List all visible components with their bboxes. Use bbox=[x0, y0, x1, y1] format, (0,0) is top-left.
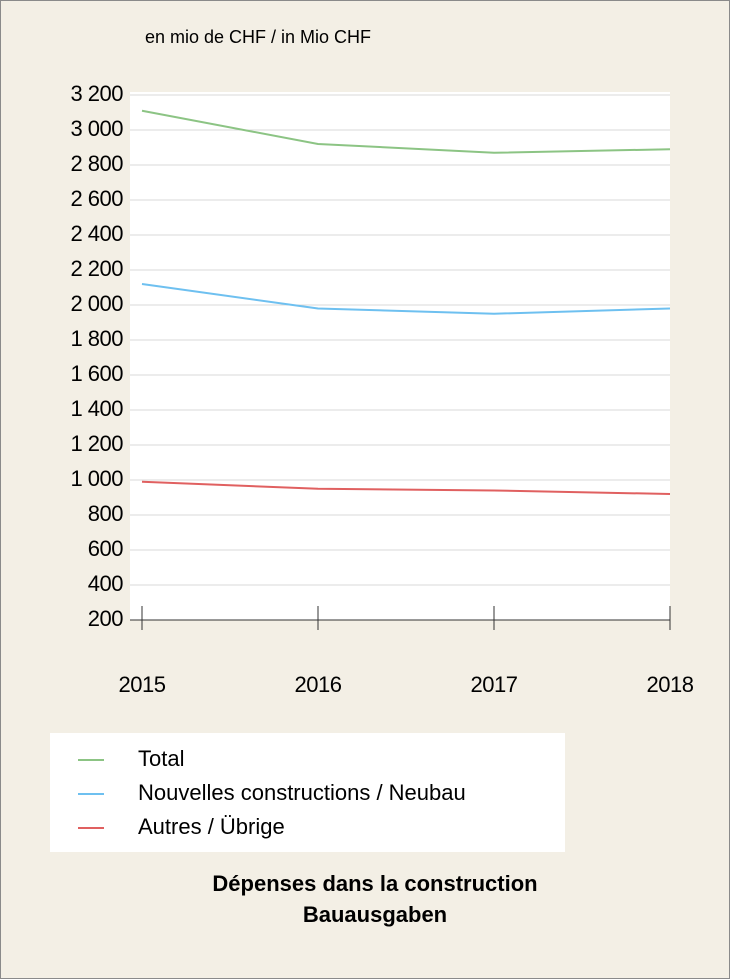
y-tick-label: 1 200 bbox=[70, 431, 123, 456]
y-tick-label: 600 bbox=[88, 536, 123, 561]
chart-subtitle: Bauausgaben bbox=[303, 902, 447, 927]
y-tick-label: 400 bbox=[88, 571, 123, 596]
legend-label: Nouvelles constructions / Neubau bbox=[138, 780, 466, 805]
x-tick-label: 2018 bbox=[647, 672, 694, 697]
y-tick-label: 2 800 bbox=[70, 151, 123, 176]
y-tick-label: 1 600 bbox=[70, 361, 123, 386]
unit-label: en mio de CHF / in Mio CHF bbox=[145, 27, 371, 47]
plot-area bbox=[130, 92, 670, 620]
y-tick-label: 2 000 bbox=[70, 291, 123, 316]
y-tick-label: 3 000 bbox=[70, 116, 123, 141]
x-tick-label: 2015 bbox=[119, 672, 166, 697]
x-tick-label: 2017 bbox=[471, 672, 518, 697]
y-tick-label: 1 800 bbox=[70, 326, 123, 351]
y-tick-label: 800 bbox=[88, 501, 123, 526]
legend-box bbox=[50, 733, 565, 852]
x-tick-label: 2016 bbox=[295, 672, 342, 697]
y-tick-label: 1 000 bbox=[70, 466, 123, 491]
legend-label: Total bbox=[138, 746, 184, 771]
legend-label: Autres / Übrige bbox=[138, 814, 285, 839]
y-tick-label: 2 200 bbox=[70, 256, 123, 281]
y-tick-label: 3 200 bbox=[70, 81, 123, 106]
y-tick-label: 2 600 bbox=[70, 186, 123, 211]
y-tick-label: 1 400 bbox=[70, 396, 123, 421]
chart-title: Dépenses dans la construction bbox=[212, 871, 537, 896]
series-line bbox=[141, 109, 671, 154]
series-line bbox=[141, 283, 671, 315]
y-tick-label: 2 400 bbox=[70, 221, 123, 246]
series-line bbox=[141, 480, 671, 495]
y-tick-label: 200 bbox=[88, 606, 123, 631]
